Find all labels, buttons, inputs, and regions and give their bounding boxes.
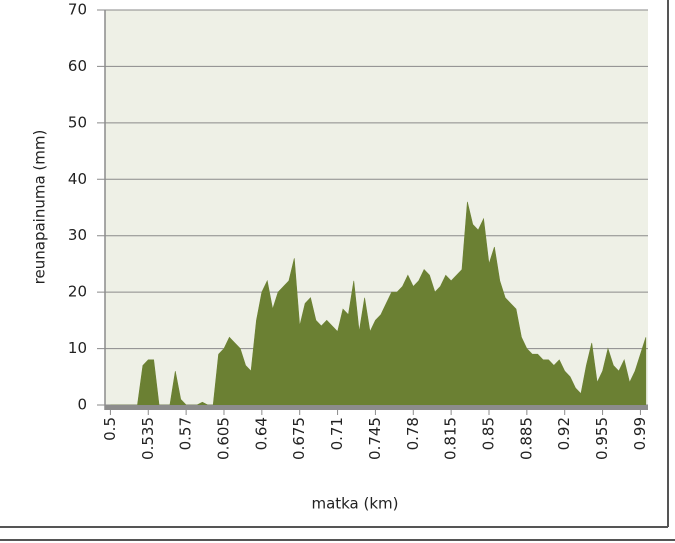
x-axis: [105, 405, 648, 410]
x-tick-label: 0.78: [404, 417, 422, 450]
x-tick-label: 0.815: [442, 417, 460, 460]
x-tick-label: 0.64: [252, 417, 270, 450]
x-tick-label: 0.5: [101, 417, 119, 441]
x-tick-label: 0.92: [555, 417, 573, 450]
area: [110, 201, 647, 406]
y-axis-label: reunapainuma (mm): [31, 130, 49, 285]
x-tick-label: 0.85: [479, 417, 497, 450]
x-tick-label: 0.885: [517, 417, 535, 460]
y-tick-label: 10: [68, 339, 87, 357]
x-tick-label: 0.745: [366, 417, 384, 460]
x-tick-label: 0.675: [290, 417, 308, 460]
x-tick-label: 0.71: [328, 417, 346, 450]
x-axis-label: matka (km): [311, 495, 398, 513]
x-tick-label: 0.535: [139, 417, 157, 460]
y-tick-label: 20: [68, 283, 87, 301]
y-tick-label: 0: [77, 396, 87, 414]
y-tick-label: 30: [68, 226, 87, 244]
x-tick-label: 0.605: [214, 417, 232, 460]
y-tick-label: 50: [68, 113, 87, 131]
x-tick-label: 0.99: [631, 417, 649, 450]
y-tick-label: 70: [68, 1, 87, 19]
x-tick-label: 0.57: [177, 417, 195, 450]
x-tick-label: 0.955: [593, 417, 611, 460]
y-tick-label: 40: [68, 170, 87, 188]
y-tick-label: 60: [68, 57, 87, 75]
